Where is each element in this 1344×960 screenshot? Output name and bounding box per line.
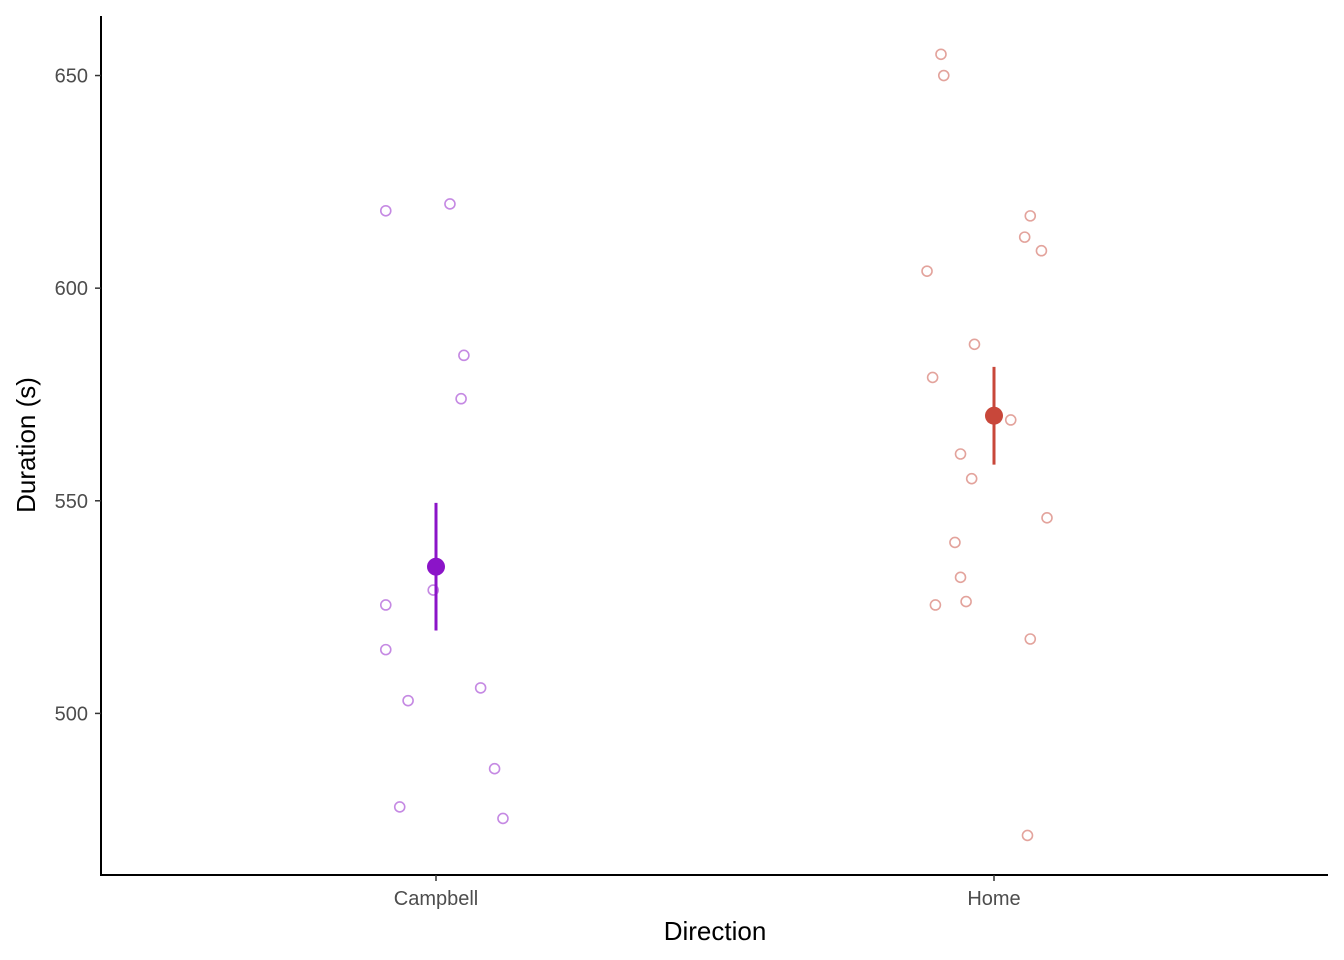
data-point-home bbox=[1004, 414, 1017, 426]
data-point-campbell bbox=[393, 801, 406, 813]
y-tick-label: 650 bbox=[55, 66, 88, 88]
data-point-home bbox=[929, 599, 942, 611]
data-point-home bbox=[937, 69, 950, 82]
data-point-home bbox=[968, 338, 981, 351]
raw-points-layer bbox=[379, 48, 1053, 842]
x-tick-label: Home bbox=[967, 888, 1020, 910]
x-tick-label: Campbell bbox=[394, 888, 478, 910]
y-axis-title: Duration (s) bbox=[11, 377, 41, 513]
data-point-home bbox=[954, 571, 967, 584]
data-point-campbell bbox=[379, 204, 392, 217]
x-axis-ticks: Campbell Home bbox=[394, 875, 1021, 910]
mean-point-home bbox=[985, 406, 1003, 425]
data-point-home bbox=[921, 265, 933, 277]
data-point-home bbox=[1041, 511, 1053, 524]
data-point-campbell bbox=[497, 812, 509, 825]
y-tick-label: 500 bbox=[55, 703, 88, 725]
data-point-campbell bbox=[379, 599, 392, 611]
data-point-campbell bbox=[444, 198, 456, 210]
data-point-home bbox=[1024, 633, 1037, 645]
data-point-campbell bbox=[379, 643, 392, 656]
data-point-home bbox=[1024, 210, 1037, 222]
data-point-home bbox=[1021, 829, 1034, 842]
data-point-campbell bbox=[474, 682, 487, 694]
data-point-home bbox=[960, 595, 972, 608]
data-point-campbell bbox=[427, 584, 440, 596]
data-point-home bbox=[965, 472, 978, 485]
data-point-home bbox=[935, 48, 947, 61]
y-axis-ticks: 500 550 600 650 bbox=[55, 66, 101, 725]
data-point-campbell bbox=[458, 349, 470, 362]
mean-point-campbell bbox=[427, 557, 445, 576]
summary-layer bbox=[427, 366, 1003, 631]
data-point-campbell bbox=[488, 762, 501, 775]
y-tick-label: 550 bbox=[55, 491, 88, 513]
data-point-home bbox=[954, 448, 967, 460]
data-point-home bbox=[1035, 244, 1048, 257]
data-point-home bbox=[949, 536, 961, 549]
x-axis-title: Direction bbox=[664, 916, 767, 946]
y-tick-label: 600 bbox=[55, 278, 88, 300]
data-point-campbell bbox=[402, 694, 414, 707]
data-point-home bbox=[926, 371, 939, 384]
data-point-home bbox=[1018, 231, 1031, 243]
data-point-campbell bbox=[455, 392, 467, 405]
